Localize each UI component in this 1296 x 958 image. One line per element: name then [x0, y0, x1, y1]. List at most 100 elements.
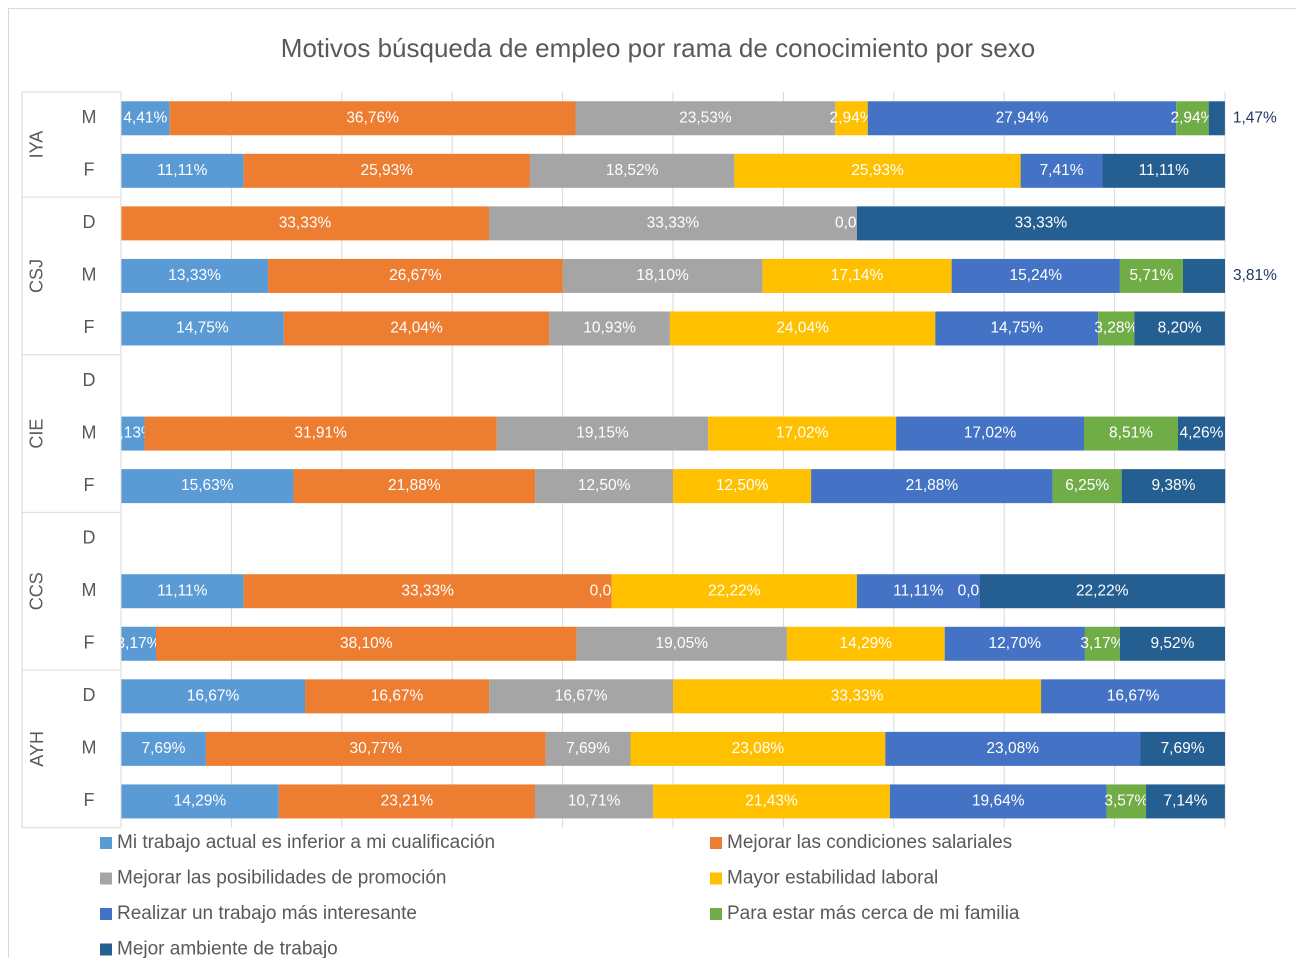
data-label: 22,22% — [708, 582, 761, 599]
bar-segment — [734, 153, 1021, 188]
data-label: 16,67% — [371, 687, 424, 704]
bar-segment — [896, 416, 1085, 451]
data-label: 33,33% — [1015, 214, 1068, 231]
data-label: 17,14% — [831, 267, 884, 284]
group-label: AYH — [27, 731, 47, 767]
bar-segment — [1177, 416, 1225, 451]
category-label: F — [84, 790, 95, 810]
data-label: 19,64% — [972, 793, 1025, 810]
bar-segment — [144, 416, 497, 451]
data-label: 16,67% — [187, 687, 240, 704]
data-label: 7,69% — [141, 740, 185, 757]
category-label: D — [83, 685, 96, 705]
data-label: 18,52% — [606, 162, 659, 179]
bar-segment — [121, 311, 284, 346]
bar-segment — [1119, 626, 1225, 661]
data-label: 33,33% — [831, 687, 884, 704]
bar-segment — [496, 416, 709, 451]
data-label: 9,52% — [1150, 635, 1194, 652]
category-label: M — [82, 422, 97, 442]
bar-segment — [535, 784, 654, 819]
category-label: F — [84, 475, 95, 495]
bar-segment — [951, 258, 1120, 293]
data-label: 38,10% — [340, 635, 393, 652]
data-label: 14,29% — [174, 793, 227, 810]
bar-segment — [283, 311, 550, 346]
bar-segment — [979, 574, 1225, 609]
bar-segment — [856, 206, 1225, 241]
data-label: 18,10% — [636, 267, 689, 284]
legend-label: Mejorar las condiciones salariales — [727, 832, 1012, 853]
data-label: 4,41% — [123, 109, 167, 126]
bar-segment — [529, 153, 735, 188]
data-label: 23,21% — [381, 793, 434, 810]
bar-segment — [1121, 469, 1226, 504]
data-label: 7,69% — [1161, 740, 1205, 757]
data-label: 26,67% — [389, 267, 442, 284]
legend-swatch — [710, 837, 722, 849]
data-label: 9,38% — [1151, 477, 1195, 494]
data-label: 12,70% — [989, 635, 1042, 652]
bar-segment — [205, 731, 546, 766]
data-label: 33,33% — [279, 214, 332, 231]
bar-segment — [811, 469, 1053, 504]
bar-segment — [1208, 101, 1225, 136]
data-label: 27,94% — [996, 109, 1049, 126]
data-label: 36,76% — [346, 109, 399, 126]
legend-label: Para estar más cerca de mi familia — [727, 903, 1020, 924]
data-label: 15,24% — [1009, 267, 1062, 284]
data-label: 25,93% — [851, 162, 904, 179]
data-label: 21,88% — [906, 477, 959, 494]
bar-segment — [1098, 311, 1135, 346]
bar-segment — [243, 574, 612, 609]
data-label: 8,20% — [1158, 320, 1202, 337]
bar-segment — [611, 574, 857, 609]
category-label: M — [82, 107, 97, 127]
bar-segment — [1176, 101, 1209, 136]
data-label: 17,02% — [776, 425, 829, 442]
bar-segment — [1106, 784, 1147, 819]
data-label: 3,81% — [1233, 267, 1277, 284]
bar-segment — [121, 784, 279, 819]
bar-segment — [549, 311, 670, 346]
bar-segment — [489, 679, 674, 714]
bar-segment — [243, 153, 530, 188]
bar-segment — [1084, 626, 1120, 661]
bar-segment — [121, 574, 244, 609]
data-label: 14,75% — [990, 320, 1043, 337]
bar-segment — [935, 311, 1099, 346]
bar-segment — [1052, 469, 1122, 504]
data-label: 21,88% — [388, 477, 441, 494]
bar-segment — [121, 626, 156, 661]
legend-swatch — [710, 872, 722, 885]
bar-segment — [278, 784, 535, 819]
data-label: 15,63% — [181, 477, 234, 494]
bar-segment — [1134, 311, 1225, 346]
data-label: 30,77% — [349, 740, 402, 757]
bar-segment — [1041, 679, 1226, 714]
data-label: 10,93% — [583, 320, 636, 337]
data-label: 5,71% — [1129, 267, 1173, 284]
category-label: M — [82, 738, 97, 758]
legend-swatch — [710, 908, 722, 920]
bar-segment — [786, 626, 945, 661]
bar-segment — [121, 101, 170, 136]
category-label: D — [83, 370, 96, 390]
legend-swatch — [100, 908, 112, 920]
data-label: 4,26% — [1180, 425, 1224, 442]
bar-segment — [293, 469, 536, 504]
bar-segment — [575, 101, 836, 136]
bar-segment — [1119, 258, 1183, 293]
bar-segment — [562, 258, 763, 293]
data-label: 23,08% — [986, 740, 1039, 757]
data-label: 3,57% — [1104, 793, 1148, 810]
data-label: 6,25% — [1065, 477, 1109, 494]
data-label: 31,91% — [294, 425, 347, 442]
bar-segment — [121, 679, 306, 714]
bar-segment — [488, 206, 857, 241]
category-label: M — [82, 580, 97, 600]
data-label: 10,71% — [568, 793, 621, 810]
bar-segment — [889, 784, 1107, 819]
bar-segment — [1102, 153, 1226, 188]
